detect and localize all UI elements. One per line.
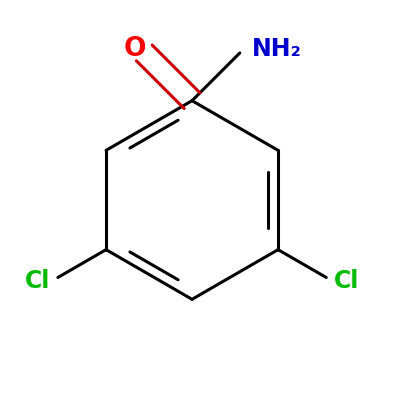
Text: Cl: Cl bbox=[334, 270, 360, 294]
Text: Cl: Cl bbox=[24, 270, 50, 294]
Text: NH₂: NH₂ bbox=[252, 37, 302, 61]
Text: O: O bbox=[123, 36, 146, 62]
